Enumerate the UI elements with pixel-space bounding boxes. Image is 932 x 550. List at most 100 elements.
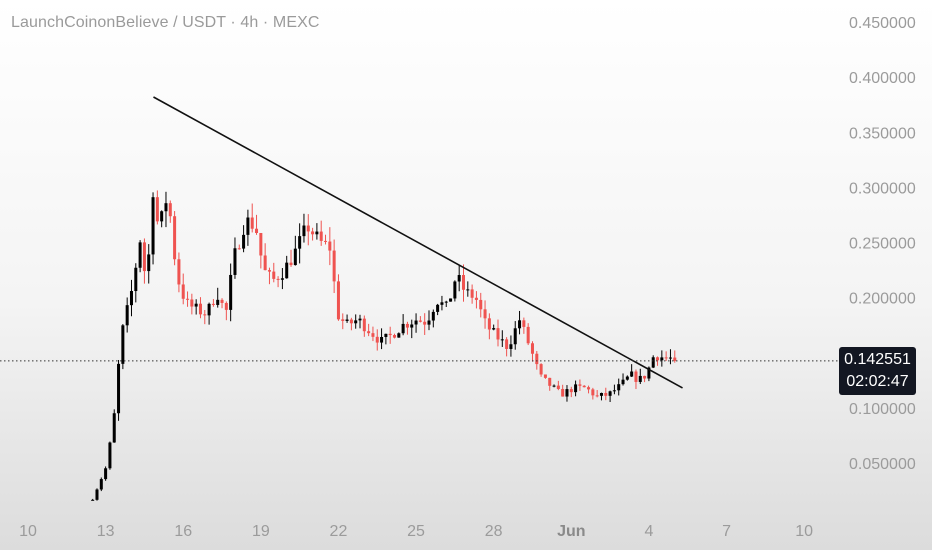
candle-body (276, 278, 280, 280)
candle-body (117, 363, 121, 414)
candle-body (543, 374, 547, 378)
candle-body (384, 333, 388, 337)
candle-body (582, 385, 586, 388)
candle-body (660, 357, 664, 361)
x-tick-label: 16 (174, 523, 192, 540)
candle-body (487, 318, 491, 330)
candle-body (354, 320, 358, 324)
candle-body (423, 321, 427, 325)
candle-body (99, 479, 103, 490)
candle-body (397, 333, 401, 338)
candle-body (505, 339, 509, 349)
candle-body (345, 319, 349, 321)
candle-body (591, 389, 595, 396)
candle-body (410, 324, 414, 328)
candle-body (259, 233, 263, 256)
x-tick-label: 10 (795, 523, 813, 540)
candle-body (336, 281, 340, 320)
current-price-label: 0.142551 (844, 350, 911, 368)
candle-body (324, 240, 328, 242)
candle-body (643, 375, 647, 379)
candle-body (535, 353, 539, 365)
candle-body (444, 301, 448, 303)
candle-body (621, 379, 625, 385)
candle-body (500, 339, 504, 341)
trendline-group (153, 96, 683, 389)
candle-body (328, 241, 332, 251)
candle-body (298, 236, 302, 249)
candle-body (457, 275, 461, 282)
candle-body (617, 384, 621, 391)
candle-body (608, 391, 612, 396)
candle-body (190, 299, 194, 307)
chart-title: LaunchCoinonBelieve / USDT · 4h · MEXC (11, 14, 320, 31)
candle-body (272, 271, 276, 279)
candle-body (634, 371, 638, 382)
y-tick-label: 0.350000 (849, 125, 916, 142)
candle-body (255, 228, 259, 234)
candle-body (625, 376, 629, 380)
candle-body (177, 259, 181, 285)
candle-body (285, 262, 289, 279)
candle-body (453, 281, 457, 299)
candle-body (134, 267, 138, 292)
y-tick-label: 0.050000 (849, 456, 916, 473)
y-axis: 0.0500000.1000000.1500000.2000000.250000… (849, 15, 916, 473)
candle-body (638, 375, 642, 382)
trendline (153, 96, 683, 389)
y-tick-label: 0.250000 (849, 235, 916, 252)
candle-body (263, 255, 267, 271)
candle-body (358, 318, 362, 321)
candle-body (552, 385, 556, 387)
candle-body (233, 248, 237, 275)
candle-body (574, 384, 578, 393)
candle-body (656, 357, 660, 361)
x-tick-label: 13 (97, 523, 115, 540)
candle-body (466, 289, 470, 291)
candle-body (418, 320, 422, 322)
candle-body (595, 395, 599, 397)
candle-body (561, 388, 565, 397)
candle-body (530, 343, 534, 354)
candle-body (401, 323, 405, 334)
candle-body (289, 262, 293, 266)
candle-body (138, 242, 142, 268)
candle-body (474, 297, 478, 300)
y-tick-label: 0.300000 (849, 180, 916, 197)
candle-body (155, 197, 159, 222)
candle-body (509, 344, 513, 349)
candle-body (539, 364, 543, 375)
candle-body (496, 328, 500, 340)
candle-body (518, 320, 522, 329)
candle-body (216, 299, 220, 305)
candle-body (651, 357, 655, 368)
candle-body (186, 298, 190, 300)
x-tick-label: 7 (722, 523, 731, 540)
candle-body (194, 303, 198, 307)
y-tick-label: 0.400000 (849, 70, 916, 87)
current-price-box: 0.142551 02:02:47 (839, 346, 916, 395)
x-tick-label: 25 (407, 523, 425, 540)
candle-body (604, 392, 608, 396)
candle-body (427, 320, 431, 325)
candle-body (250, 217, 254, 229)
candle-body (587, 387, 591, 390)
candle-body (181, 284, 185, 299)
candle-body (612, 390, 616, 392)
candle-body (449, 298, 453, 302)
candle-body (108, 442, 112, 469)
candle-body (362, 318, 366, 332)
candle-body (431, 311, 435, 321)
candle-body (203, 314, 207, 316)
candle-body (599, 392, 603, 396)
candle-body (470, 289, 474, 298)
candle-body (293, 248, 297, 266)
candle-body (302, 225, 306, 237)
x-tick-label: 28 (485, 523, 503, 540)
candle-body (104, 468, 108, 480)
candle-body (513, 328, 517, 345)
x-tick-label: 10 (19, 523, 37, 540)
candle-body (142, 242, 146, 272)
